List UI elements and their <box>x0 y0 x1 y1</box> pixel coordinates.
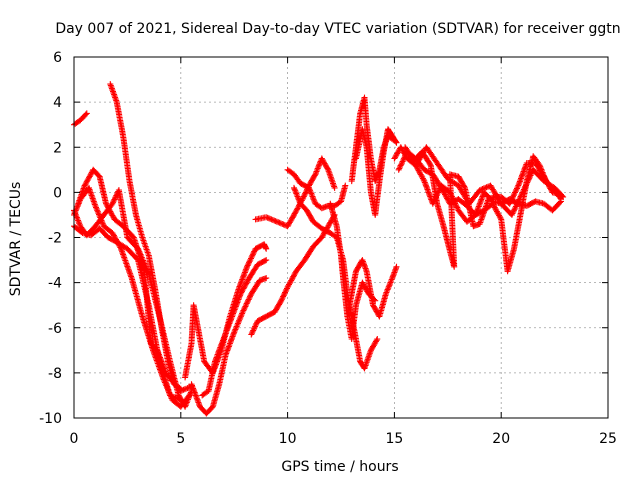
data-point-markers <box>402 144 564 270</box>
data-series <box>71 223 184 403</box>
y-tick-label: -8 <box>48 366 62 382</box>
data-point-markers <box>327 200 379 342</box>
y-tick-label: -2 <box>48 231 62 247</box>
data-series <box>344 257 400 320</box>
x-tick-label: 25 <box>599 431 617 447</box>
y-tick-label: 6 <box>53 50 62 66</box>
data-point-markers <box>348 94 398 185</box>
data-series <box>348 94 398 185</box>
x-tick-label: 20 <box>492 431 510 447</box>
x-axis-label: GPS time / hours <box>281 459 398 475</box>
data-point-markers <box>188 275 270 417</box>
y-tick-label: 4 <box>53 95 62 111</box>
data-series <box>327 200 379 342</box>
x-tick-label: 10 <box>279 431 297 447</box>
x-tick-label: 5 <box>176 431 185 447</box>
data-points <box>71 81 567 417</box>
y-axis-label: SDTVAR / TECUs <box>8 182 24 297</box>
data-point-markers <box>412 144 567 218</box>
data-point-markers <box>344 257 400 320</box>
data-series <box>199 257 270 399</box>
y-tick-label: -4 <box>48 276 62 292</box>
data-series <box>412 144 567 218</box>
chart-title: Day 007 of 2021, Sidereal Day-to-day VTE… <box>55 21 620 37</box>
x-tick-label: 15 <box>385 431 403 447</box>
data-point-markers <box>107 81 195 394</box>
data-point-markers <box>353 126 400 218</box>
data-series <box>284 166 349 212</box>
data-point-markers <box>71 187 195 410</box>
data-series <box>402 144 564 270</box>
data-series <box>71 187 195 410</box>
data-series <box>107 81 195 394</box>
y-tick-label: -6 <box>48 321 62 337</box>
y-tick-label: 2 <box>53 140 62 156</box>
data-point-markers <box>199 257 270 399</box>
y-tick-label: 0 <box>53 185 62 201</box>
data-point-markers <box>284 166 349 212</box>
data-point-markers <box>71 223 184 403</box>
data-series <box>188 275 270 417</box>
data-series <box>353 126 400 218</box>
axis-ticks: 0 5 10 15 20 25 -10 -8 -6 -4 -2 0 2 4 6 <box>39 50 617 447</box>
y-tick-label: -10 <box>39 411 62 427</box>
x-tick-label: 0 <box>70 431 79 447</box>
